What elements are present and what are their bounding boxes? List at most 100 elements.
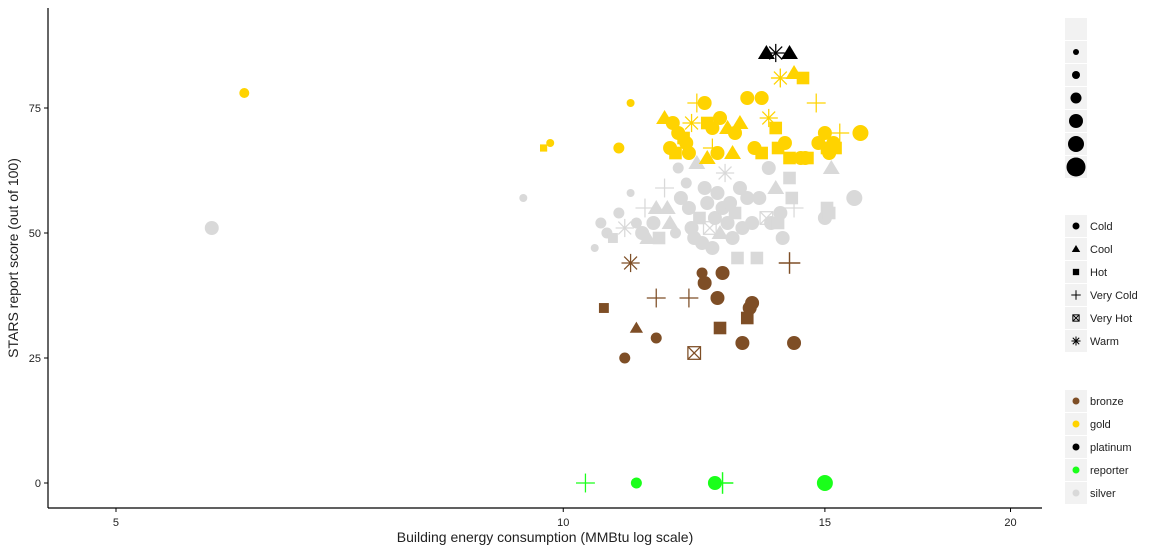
data-point-silver [767, 179, 785, 195]
data-point-silver [732, 181, 747, 195]
data-point-silver [723, 196, 738, 210]
data-point-silver [590, 244, 599, 252]
data-point-silver [740, 191, 755, 205]
legend-shape-label: Hot [1090, 267, 1107, 279]
data-point-silver [672, 162, 684, 174]
data-point-silver [615, 218, 634, 238]
data-point-reporter [630, 477, 642, 489]
data-point-silver [680, 177, 692, 189]
legend-shape-label: Cold [1090, 221, 1113, 233]
data-point-gold [829, 141, 842, 155]
data-point-bronze [710, 291, 725, 305]
data-point-gold [697, 96, 712, 110]
data-point-silver [750, 251, 764, 265]
legend-color-label: gold [1090, 419, 1111, 431]
data-point-silver [822, 159, 840, 175]
data-point-gold [852, 125, 869, 141]
data-point-gold [817, 126, 832, 140]
legend-shape-label: Very Hot [1090, 313, 1132, 325]
legend-color-label: platinum [1090, 442, 1132, 454]
data-point-silver [715, 163, 735, 183]
data-point-gold [710, 146, 725, 160]
legend-shape-key [1072, 314, 1080, 322]
data-point-bronze [650, 332, 662, 344]
data-point-silver [705, 241, 720, 255]
x-ticks: 5 10 15 20 [113, 508, 1017, 529]
legend-shape-key [1071, 244, 1081, 253]
legend-size-key [1068, 136, 1084, 152]
data-point-gold [806, 93, 826, 113]
data-point-gold [682, 113, 701, 133]
data-point-silver [710, 186, 725, 200]
y-tick-label: 0 [35, 478, 41, 490]
data-point-silver [773, 206, 788, 220]
legend-key-bg [1065, 18, 1087, 40]
data-point-silver [646, 216, 661, 230]
data-point-gold [755, 146, 768, 160]
data-point-silver [822, 206, 836, 220]
color-legend: bronze gold platinum reporter silver [1065, 390, 1132, 504]
data-point-silver [519, 194, 528, 202]
legend-color-label: bronze [1090, 396, 1124, 408]
legend-shape-key [1071, 336, 1081, 346]
y-tick-label: 50 [29, 228, 41, 240]
data-point-gold [731, 114, 749, 130]
data-point-gold [613, 142, 625, 154]
data-point-gold [705, 121, 720, 135]
x-tick-label: 15 [819, 517, 831, 529]
y-tick-label: 25 [29, 353, 41, 365]
data-point-gold [740, 91, 755, 105]
data-point-bronze [715, 266, 730, 280]
data-point-silver [752, 191, 767, 205]
data-point-silver [204, 221, 219, 235]
legend-size-key [1073, 49, 1079, 55]
data-point-bronze [787, 336, 802, 350]
legend-shape-label: Cool [1090, 244, 1113, 256]
x-axis-title: Building energy consumption (MMBtu log s… [397, 529, 693, 545]
legend-shape-label: Warm [1090, 336, 1119, 348]
data-point-gold [830, 123, 850, 143]
legend-shape-key [1071, 290, 1081, 300]
data-point-silver [720, 216, 735, 230]
data-point-bronze [696, 267, 708, 279]
data-point-bronze [697, 276, 712, 290]
data-point-silver [613, 207, 625, 219]
data-point-silver [681, 201, 696, 215]
data-point-silver [635, 198, 655, 218]
data-point-gold [801, 151, 814, 165]
data-point-silver [647, 199, 665, 215]
data-point-silver [711, 224, 729, 240]
data-point-platinum [757, 44, 775, 60]
data-point-gold [777, 136, 792, 150]
legend-shape-key [1072, 222, 1080, 230]
legend-size-key [1066, 157, 1086, 177]
data-point-bronze [778, 252, 801, 274]
data-point-bronze [687, 346, 702, 360]
y-axis-title: STARS report score (out of 100) [5, 158, 21, 358]
data-point-gold [669, 146, 682, 160]
data-point-gold [769, 121, 783, 135]
axes: 5 10 15 20 0 25 50 75 Building energy consumpt… [5, 8, 1042, 545]
data-point-silver [761, 161, 776, 175]
legend-color-key [1072, 466, 1080, 474]
y-tick-label: 75 [29, 103, 41, 115]
size-legend [1065, 18, 1087, 178]
data-point-silver [783, 171, 796, 185]
data-point-silver [784, 198, 804, 218]
data-point-silver [673, 191, 688, 205]
data-point-bronze [679, 288, 699, 308]
data-point-silver [669, 227, 681, 239]
data-point-bronze [629, 321, 644, 333]
legend-size-key [1070, 92, 1082, 104]
data-point-bronze [619, 352, 631, 364]
data-point-gold [728, 126, 743, 140]
x-tick-label: 20 [1004, 517, 1016, 529]
data-point-gold [239, 88, 250, 98]
legend-shape-key [1072, 268, 1080, 276]
data-point-silver [655, 178, 675, 198]
legend-color-key [1072, 420, 1080, 428]
data-point-silver [639, 229, 657, 245]
data-point-gold [783, 151, 796, 165]
data-point-silver [693, 211, 706, 225]
